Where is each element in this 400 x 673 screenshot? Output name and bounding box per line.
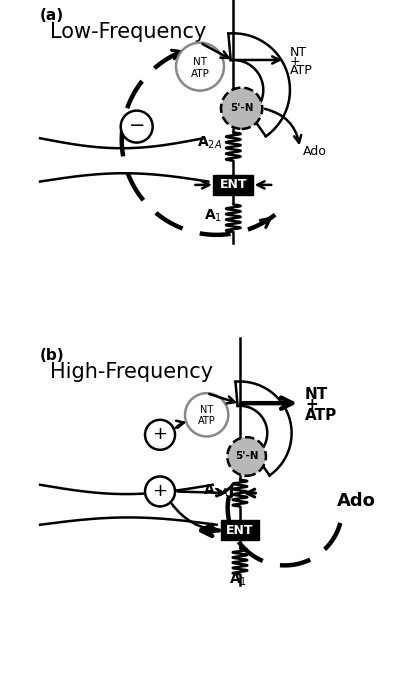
Text: Low-Frequency: Low-Frequency [50,22,206,42]
Circle shape [176,42,224,91]
FancyBboxPatch shape [221,520,259,540]
Text: 5'-N: 5'-N [235,452,258,462]
Text: NT: NT [193,57,207,67]
Text: ATP: ATP [198,417,216,427]
Circle shape [227,437,266,476]
Circle shape [121,110,153,143]
Circle shape [145,476,175,507]
Text: Ado: Ado [336,493,376,510]
Text: ATP: ATP [305,409,337,423]
Circle shape [145,420,175,450]
Text: (b): (b) [40,348,64,363]
Circle shape [221,87,262,129]
Text: 5'-N: 5'-N [230,103,253,113]
Text: NT: NT [200,406,213,415]
Text: +: + [152,482,168,500]
Text: High-Frequency: High-Frequency [50,361,213,382]
Text: Ado: Ado [303,145,327,158]
Text: ATP: ATP [190,69,210,79]
Text: A$_1$: A$_1$ [204,207,222,223]
Text: +: + [290,55,300,68]
Text: (a): (a) [40,8,64,24]
Text: A$_{2A}$: A$_{2A}$ [203,483,228,499]
Text: +: + [305,397,318,413]
Text: A$_1$: A$_1$ [229,571,247,588]
Text: −: − [128,116,145,135]
Text: ENT: ENT [226,524,254,537]
Text: +: + [152,425,168,443]
Text: ENT: ENT [220,178,247,191]
Text: NT: NT [290,46,307,59]
Text: A$_{2A}$: A$_{2A}$ [196,135,222,151]
FancyBboxPatch shape [213,174,254,195]
Text: ATP: ATP [290,64,313,77]
Circle shape [185,393,228,437]
Text: NT: NT [305,388,328,402]
